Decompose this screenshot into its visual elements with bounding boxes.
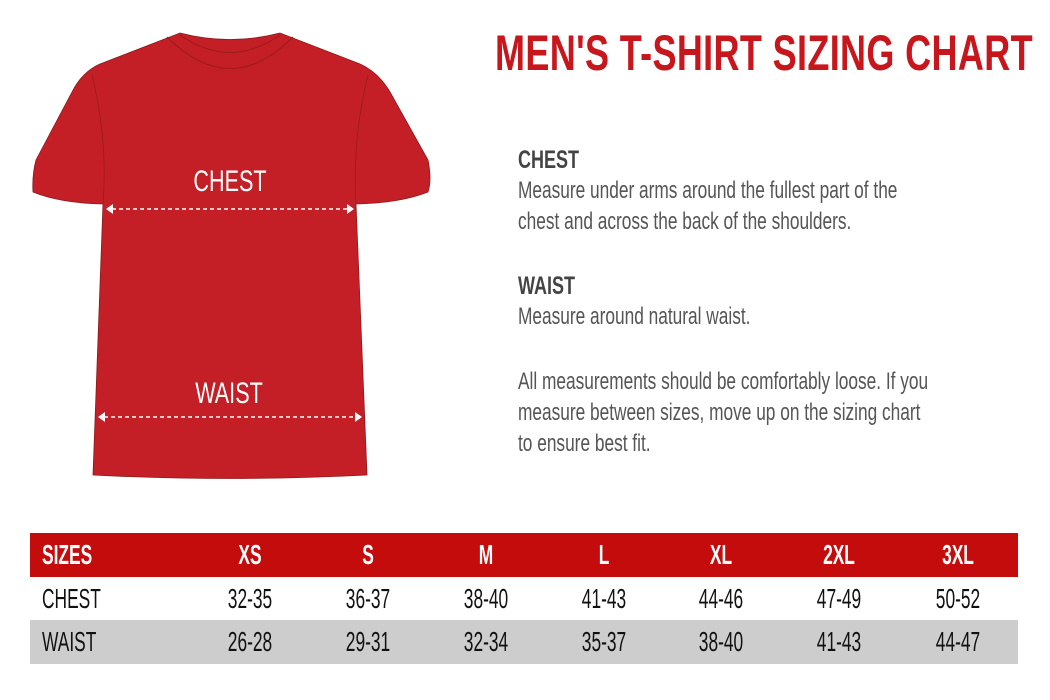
header-label: SIZES (42, 539, 93, 570)
chest-text-line: chest and across the back of the shoulde… (518, 208, 852, 235)
table-cell: 41-43 (816, 626, 862, 657)
table-cell: 38-40 (463, 582, 509, 614)
waist-text: Measure around natural waist. (518, 303, 751, 330)
table-cell: 29-31 (345, 626, 391, 657)
row-label: WAIST (42, 626, 97, 657)
size-header: L (598, 539, 610, 570)
table-cell: 32-35 (227, 582, 273, 614)
chest-heading: CHEST (518, 146, 580, 174)
table-cell: 47-49 (816, 582, 862, 614)
row-label: CHEST (42, 582, 101, 614)
table-cell: 26-28 (227, 626, 273, 657)
table-cell: 36-37 (345, 582, 391, 614)
table-row-waist: WAIST 26-28 29-31 32-34 35-37 38-40 41-43 44-47 (30, 620, 1018, 664)
size-header: XS (238, 539, 262, 570)
collar-seam-inner (179, 34, 281, 53)
waist-label: WAIST (195, 377, 263, 410)
size-header: XL (709, 539, 733, 570)
waist-arrow (98, 412, 362, 422)
note-line: measure between sizes, move up on the si… (518, 399, 921, 426)
collar-seam (166, 36, 294, 69)
table-cell: 35-37 (581, 626, 627, 657)
size-header: 2XL (823, 539, 855, 570)
table-cell: 44-47 (935, 626, 981, 657)
table-cell: 44-46 (698, 582, 744, 614)
tshirt-shape (32, 32, 431, 479)
note-line: All measurements should be comfortably l… (518, 368, 929, 395)
table-cell: 41-43 (581, 582, 627, 614)
chest-description: CHEST Measure under arms around the full… (518, 145, 964, 237)
table-row-chest: CHEST 32-35 36-37 38-40 41-43 44-46 47-49 50-52 (30, 576, 1018, 620)
waist-heading: WAIST (518, 272, 576, 300)
page-title: MEN'S T-SHIRT SIZING CHART (495, 25, 1033, 81)
table-cell: 32-34 (463, 626, 509, 657)
table-cell: 38-40 (698, 626, 744, 657)
chest-arrow (106, 204, 354, 214)
size-header: M (478, 539, 494, 570)
waist-description: WAIST Measure around natural waist. (518, 271, 964, 332)
tshirt-illustration (32, 32, 431, 479)
fit-note: All measurements should be comfortably l… (518, 366, 964, 459)
table-header-row: SIZES XS S M L XL 2XL 3XL (30, 533, 1018, 577)
chest-text-line: Measure under arms around the fullest pa… (518, 177, 898, 204)
sleeve-seam-left (91, 74, 105, 205)
size-header: S (362, 539, 374, 570)
table-cell: 50-52 (935, 582, 981, 614)
chest-label: CHEST (193, 165, 267, 198)
size-header: 3XL (942, 539, 974, 570)
sleeve-seam-right (354, 74, 369, 205)
note-line: to ensure best fit. (518, 430, 651, 457)
size-table: SIZES XS S M L XL 2XL 3XL CHEST 32-35 36-37 38-40 4… (30, 533, 1018, 664)
